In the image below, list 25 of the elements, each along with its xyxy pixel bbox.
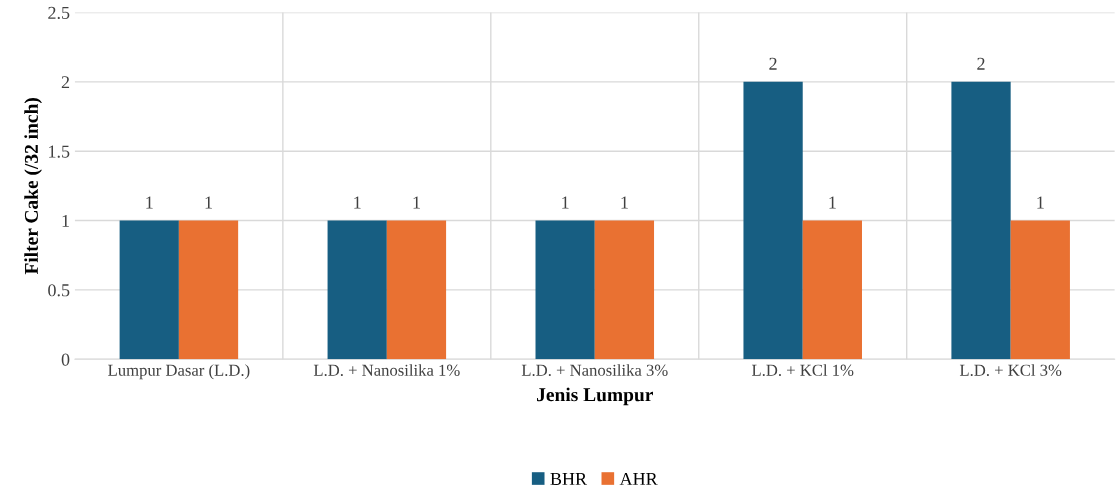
y-tick-label: 2 xyxy=(61,76,70,89)
data-label: 2 xyxy=(769,57,777,70)
x-tick-label: L.D. + Nanosilika 1% xyxy=(313,364,460,376)
x-tick-label: L.D. + KCl 1% xyxy=(751,364,854,376)
x-tick-label: L.D. + Nanosilika 3% xyxy=(521,364,668,376)
data-label: 1 xyxy=(205,196,212,209)
y-tick-label: 0.5 xyxy=(48,284,70,297)
y-tick-label: 0 xyxy=(61,353,70,366)
legend-label: BHR xyxy=(550,473,588,485)
data-label: 1 xyxy=(354,196,361,209)
y-axis-title: Filter Cake (/32 inch) xyxy=(24,98,42,275)
x-tick-label: Lumpur Dasar (L.D.) xyxy=(108,364,250,380)
x-axis-title: Jenis Lumpur xyxy=(537,387,653,406)
y-tick-label: 1 xyxy=(62,214,69,227)
data-label: 1 xyxy=(413,196,420,209)
y-tick-label: 1.5 xyxy=(49,145,70,158)
x-tick-label: L.D. + KCl 3% xyxy=(959,364,1062,376)
y-tick-label: 2.5 xyxy=(48,6,70,19)
data-label: 1 xyxy=(146,196,153,209)
data-label: 1 xyxy=(562,196,569,209)
data-label: 2 xyxy=(977,57,985,70)
data-label: 1 xyxy=(829,196,836,209)
data-label: 1 xyxy=(1037,196,1044,209)
legend-label: AHR xyxy=(619,472,658,485)
data-label: 1 xyxy=(621,196,628,209)
